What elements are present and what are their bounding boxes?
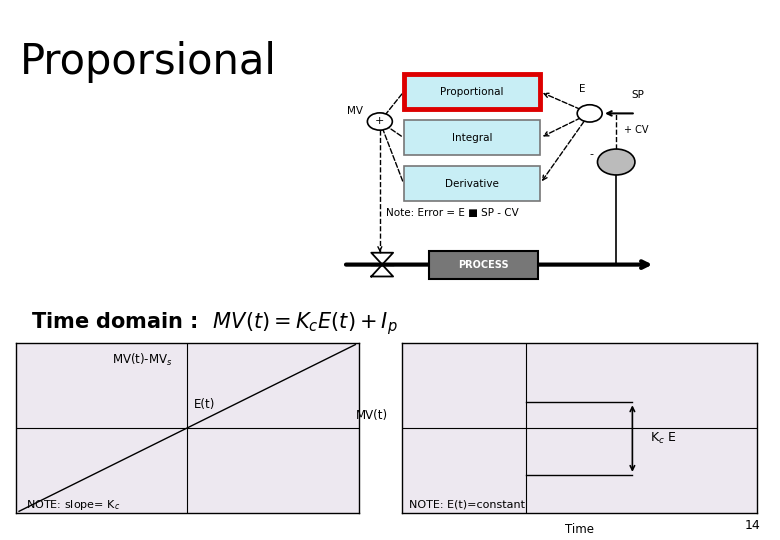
Text: Time: Time [565,523,594,536]
Text: -: - [589,149,594,159]
Text: Integral: Integral [452,133,492,143]
Text: PROCESS: PROCESS [459,260,509,269]
FancyBboxPatch shape [404,74,540,109]
Text: SP: SP [632,90,645,99]
Bar [429,251,538,279]
Text: Proportional: Proportional [440,87,504,97]
Text: MV(t): MV(t) [356,409,388,422]
Text: Note: Error = E ■ SP - CV: Note: Error = E ■ SP - CV [386,208,519,218]
Circle shape [367,113,392,130]
Text: Derivative: Derivative [445,179,499,188]
Circle shape [577,105,602,122]
Text: Proporsional: Proporsional [20,41,277,83]
FancyBboxPatch shape [404,166,540,201]
FancyBboxPatch shape [404,120,540,156]
Text: MV: MV [346,106,363,116]
Text: Time domain :  $MV(t) = K_c E(t) + I_p$: Time domain : $MV(t) = K_c E(t) + I_p$ [31,310,398,338]
Text: NOTE: slope= K$_c$: NOTE: slope= K$_c$ [26,498,120,512]
Text: 14: 14 [745,519,760,532]
Text: + CV: + CV [624,125,648,134]
Text: NOTE: E(t)=constant: NOTE: E(t)=constant [409,500,525,510]
Text: E: E [579,84,585,94]
Circle shape [597,149,635,175]
Text: MV(t)-MV$_s$: MV(t)-MV$_s$ [112,352,172,368]
Text: +: + [375,116,385,126]
Text: K$_c$ E: K$_c$ E [651,431,677,446]
Text: E(t): E(t) [194,397,215,410]
